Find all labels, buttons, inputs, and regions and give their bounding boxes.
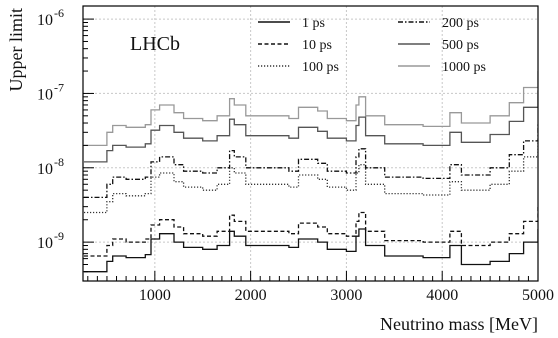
y-tick-label-exponent: -9	[54, 229, 64, 243]
legend-label: 100 ps	[302, 60, 339, 75]
x-tick-label: 2000	[235, 287, 267, 304]
legend: 1 ps 10 ps 100 ps 200 ps 500 ps 1000 ps	[258, 16, 486, 75]
x-axis-label: Neutrino mass [MeV]	[380, 314, 538, 334]
legend-label: 200 ps	[442, 16, 479, 31]
x-tick-labels: 1000 2000 3000 4000 5000	[139, 287, 554, 304]
series-line	[84, 228, 538, 273]
series-lines	[84, 71, 538, 273]
x-tick-label: 3000	[330, 287, 362, 304]
series-line	[84, 90, 538, 163]
y-tick-label-exponent: -8	[54, 155, 64, 169]
y-axis-label: Upper limit	[6, 8, 26, 92]
legend-label: 500 ps	[442, 38, 479, 53]
y-tick-label: 10	[37, 161, 53, 178]
y-tick-label: 10	[37, 86, 53, 103]
legend-label: 10 ps	[302, 38, 332, 53]
x-tick-label: 1000	[139, 287, 171, 304]
series-line	[84, 138, 538, 214]
x-tick-label: 4000	[426, 287, 458, 304]
axis-ticks	[83, 18, 539, 281]
series-line	[84, 123, 538, 199]
y-tick-label-exponent: -7	[54, 80, 64, 94]
x-tick-label: 5000	[522, 287, 554, 304]
y-tick-labels: 10-910-810-710-6	[37, 6, 64, 252]
legend-label: 1000 ps	[442, 60, 486, 75]
y-tick-label-exponent: -6	[54, 6, 64, 20]
legend-label: 1 ps	[302, 16, 325, 31]
plot-frame	[82, 5, 539, 282]
y-tick-label: 10	[37, 12, 53, 29]
grid	[83, 6, 538, 281]
experiment-label: LHCb	[130, 33, 180, 55]
series-line	[84, 71, 538, 147]
series-line	[84, 206, 538, 257]
y-tick-label: 10	[37, 235, 53, 252]
